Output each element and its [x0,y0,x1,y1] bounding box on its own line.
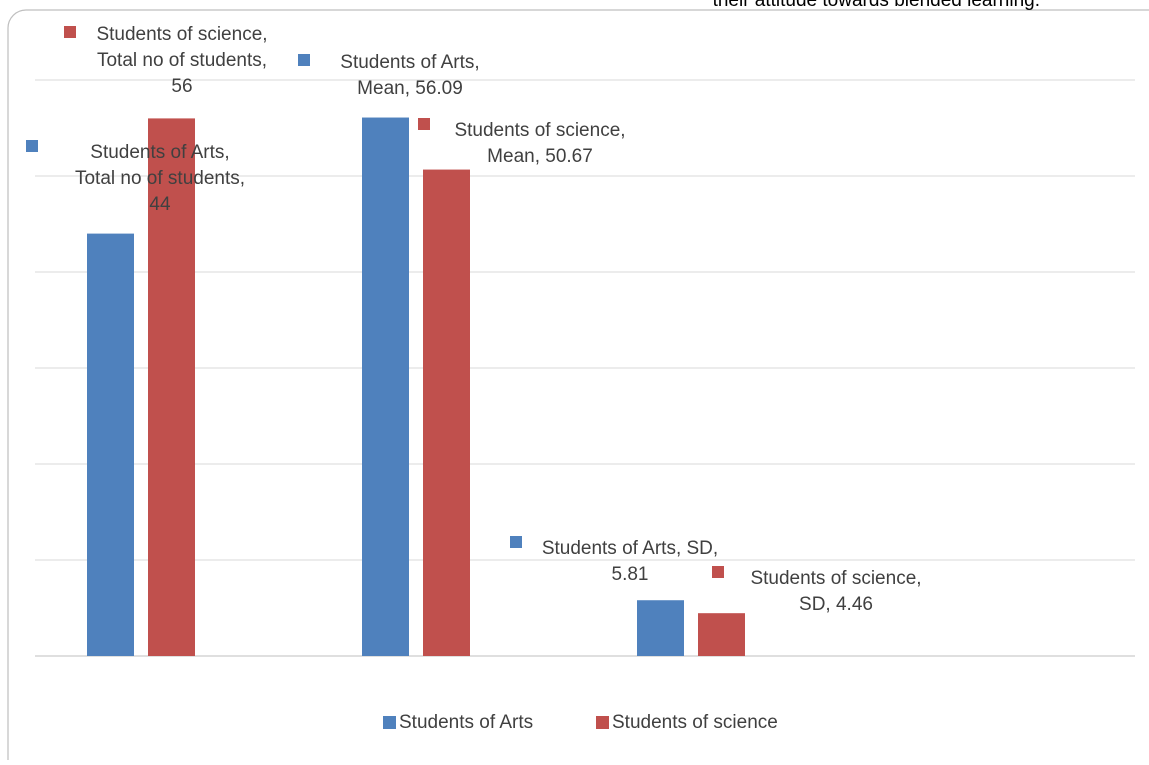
legend-label: Students of science [612,712,778,733]
legend-item-students-of-science: Students of science [596,712,778,733]
data-label-students-of-science-total-no-of-students: Students of science, Total no of students… [64,24,268,97]
legend-item-students-of-arts: Students of Arts [383,712,533,733]
bars [87,117,745,656]
data-label-text: Total no of students, [97,50,267,71]
bar-students-of-arts-total-no-of-students [87,233,134,656]
data-labels: Students of Arts, Total no of students, 44… [26,24,922,615]
bar-students-of-science-total-no-of-students [148,118,195,656]
data-label-marker [510,536,522,548]
data-label-marker [64,26,76,38]
data-label-text: SD, 4.46 [799,594,873,615]
data-label-students-of-science-mean: Students of science, Mean, 50.67 [418,118,626,167]
data-label-text: Students of science, [96,24,267,45]
legend-label: Students of Arts [399,712,533,733]
chart-area-border [7,9,1149,765]
data-label-text: Students of science, [454,120,625,141]
data-label-marker [418,118,430,130]
caption-fragment: their attitude towards blended learning. [713,0,1040,11]
data-label-marker [298,54,310,66]
bar-students-of-arts-sd [637,600,684,656]
gridlines [35,79,1135,657]
data-label-marker [712,566,724,578]
data-label-text: Mean, 56.09 [357,78,463,99]
data-label-text: Mean, 50.67 [487,146,593,167]
data-label-text: Students of Arts, [340,52,479,73]
data-label-text: Students of Arts, SD, [542,538,718,559]
data-label-text: Students of science, [750,568,921,589]
data-label-text: Students of Arts, [90,142,229,163]
bar-students-of-arts-mean [362,117,409,656]
legend: Students of Arts Students of science [383,712,778,733]
data-label-text: 5.81 [612,564,649,585]
legend-swatch [596,716,609,729]
legend-swatch [383,716,396,729]
data-label-text: 56 [171,76,192,97]
data-label-students-of-arts-mean: Students of Arts, Mean, 56.09 [298,52,480,99]
bar-students-of-science-mean [423,169,470,656]
data-label-marker [26,140,38,152]
bar-students-of-science-sd [698,613,745,656]
data-label-students-of-science-sd: Students of science, SD, 4.46 [712,566,922,615]
data-label-text: 44 [149,194,171,215]
data-label-students-of-arts-sd: Students of Arts, SD, 5.81 [510,536,718,585]
data-label-text: Total no of students, [75,168,245,189]
data-label-students-of-arts-total-no-of-students: Students of Arts, Total no of students, 44 [26,140,245,215]
